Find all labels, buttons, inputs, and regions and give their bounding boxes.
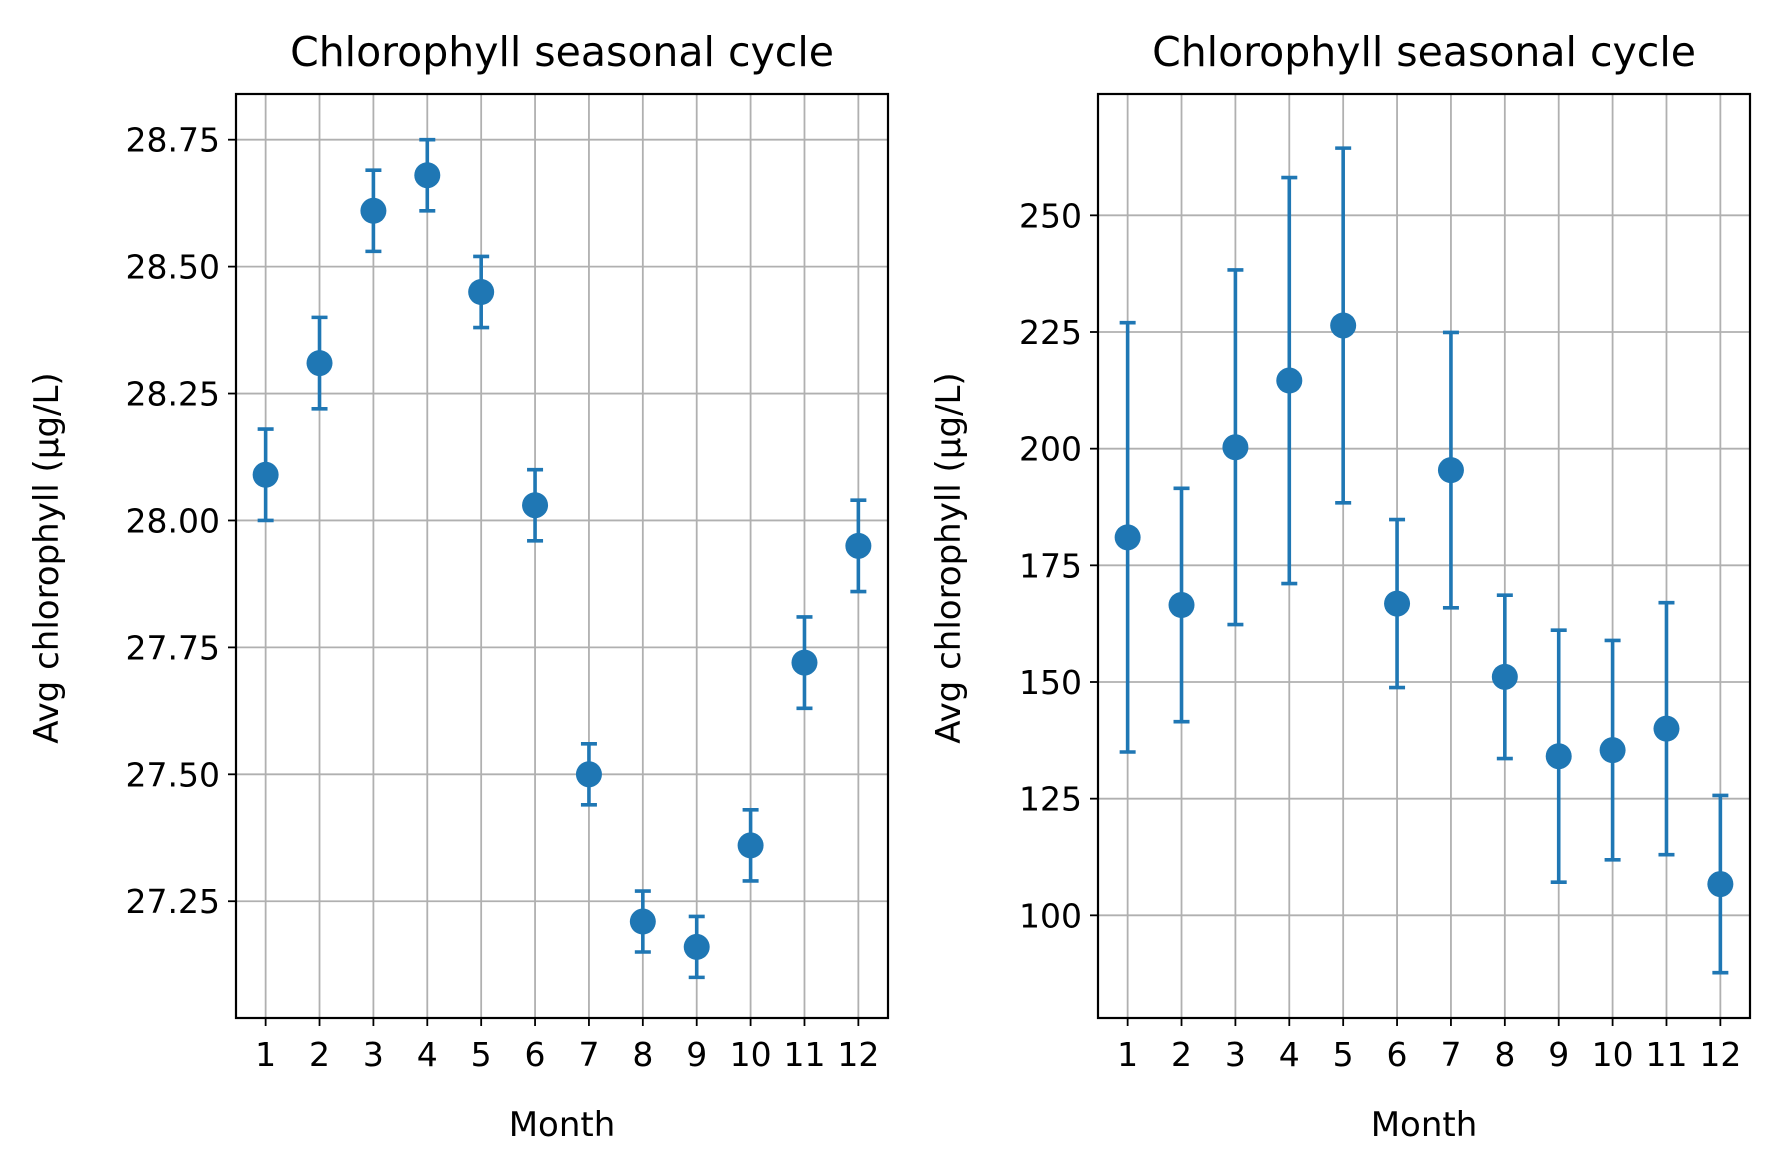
left-x-tick-label: 3 [363, 1035, 384, 1074]
right-data-point [1545, 743, 1572, 770]
right-y-tick-label: 150 [1019, 663, 1082, 702]
right-x-tick-label: 12 [1699, 1035, 1741, 1074]
left-data-point [468, 279, 495, 305]
right-data-point [1599, 737, 1626, 764]
right-y-tick-label: 250 [1019, 196, 1082, 235]
left-chart-title: Chlorophyll seasonal cycle [290, 28, 834, 76]
left-x-tick-label: 9 [686, 1035, 707, 1074]
right-data-point [1330, 312, 1357, 339]
left-chart-panel: Chlorophyll seasonal cycle Avg chlorophy… [27, 28, 890, 1145]
left-x-tick-label: 4 [417, 1035, 438, 1074]
right-y-tick-label: 125 [1019, 780, 1082, 819]
left-y-tick-label: 28.50 [126, 248, 220, 287]
right-y-tick-label: 175 [1019, 546, 1082, 585]
left-data-point [791, 649, 818, 676]
right-axes-frame [1096, 92, 1752, 1020]
left-data-point [845, 532, 872, 559]
left-data-point [414, 162, 441, 189]
right-data-point [1168, 592, 1195, 618]
left-data-point [306, 350, 333, 377]
right-y-tick-label: 200 [1019, 430, 1082, 469]
left-x-tick-label: 5 [471, 1035, 492, 1074]
left-data-point [252, 461, 279, 488]
left-series [252, 137, 872, 980]
left-x-axis-label: Month [509, 1105, 616, 1145]
right-chart-panel: Chlorophyll seasonal cycle Avg chlorophy… [929, 28, 1752, 1145]
left-x-tick-label: 8 [632, 1035, 653, 1074]
left-y-tick-label: 27.75 [126, 628, 220, 667]
left-y-tick-label: 27.25 [126, 882, 220, 921]
right-x-tick-label: 9 [1548, 1035, 1569, 1074]
right-data-point [1114, 524, 1141, 551]
right-data-point [1653, 715, 1680, 742]
left-x-tick-label: 7 [578, 1035, 599, 1074]
right-x-tick-label: 5 [1333, 1035, 1354, 1074]
left-x-tick-label: 2 [309, 1035, 330, 1074]
right-x-tick-label: 10 [1592, 1035, 1634, 1074]
left-data-point [522, 492, 549, 519]
left-x-tick-label: 1 [255, 1035, 276, 1074]
right-data-point [1222, 434, 1249, 461]
right-x-tick-label: 3 [1225, 1035, 1246, 1074]
right-data-point [1707, 871, 1734, 898]
right-series [1114, 146, 1734, 975]
left-data-point [575, 761, 602, 788]
right-y-axis-label: Avg chlorophyll (µg/L) [929, 372, 969, 743]
right-x-tick-label: 11 [1645, 1035, 1687, 1074]
left-y-axis-label: Avg chlorophyll (µg/L) [27, 372, 67, 743]
right-x-tick-label: 8 [1494, 1035, 1515, 1074]
right-data-point [1276, 367, 1303, 394]
right-x-tick-label: 6 [1387, 1035, 1408, 1074]
left-y-tick-label: 28.25 [126, 375, 220, 414]
right-data-point [1491, 663, 1518, 690]
left-axes-frame [234, 92, 890, 1020]
right-x-tick-label: 7 [1440, 1035, 1461, 1074]
left-x-tick-label: 12 [837, 1035, 879, 1074]
left-data-point [683, 933, 710, 960]
right-data-point [1384, 590, 1411, 617]
left-x-tick-label: 11 [783, 1035, 825, 1074]
right-chart-title: Chlorophyll seasonal cycle [1152, 28, 1696, 76]
right-y-tick-label: 225 [1019, 313, 1082, 352]
right-x-tick-label: 2 [1171, 1035, 1192, 1074]
left-y-tick-label: 28.00 [126, 501, 220, 540]
left-x-tick-label: 10 [730, 1035, 772, 1074]
left-y-tick-label: 28.75 [126, 121, 220, 160]
right-y-tick-label: 100 [1019, 896, 1082, 935]
left-data-point [629, 908, 656, 935]
left-data-point [737, 832, 764, 859]
right-data-point [1437, 457, 1464, 484]
right-x-tick-label: 1 [1117, 1035, 1138, 1074]
left-y-tick-label: 27.50 [126, 755, 220, 794]
left-x-tick-label: 6 [525, 1035, 546, 1074]
right-x-tick-label: 4 [1279, 1035, 1300, 1074]
left-axis-ticks: 1 2 3 4 5 6 7 8 9 10 11 1227.2527.5027.7528.0028.25… [126, 121, 880, 1074]
right-x-axis-label: Month [1371, 1105, 1478, 1145]
left-data-point [360, 197, 387, 224]
